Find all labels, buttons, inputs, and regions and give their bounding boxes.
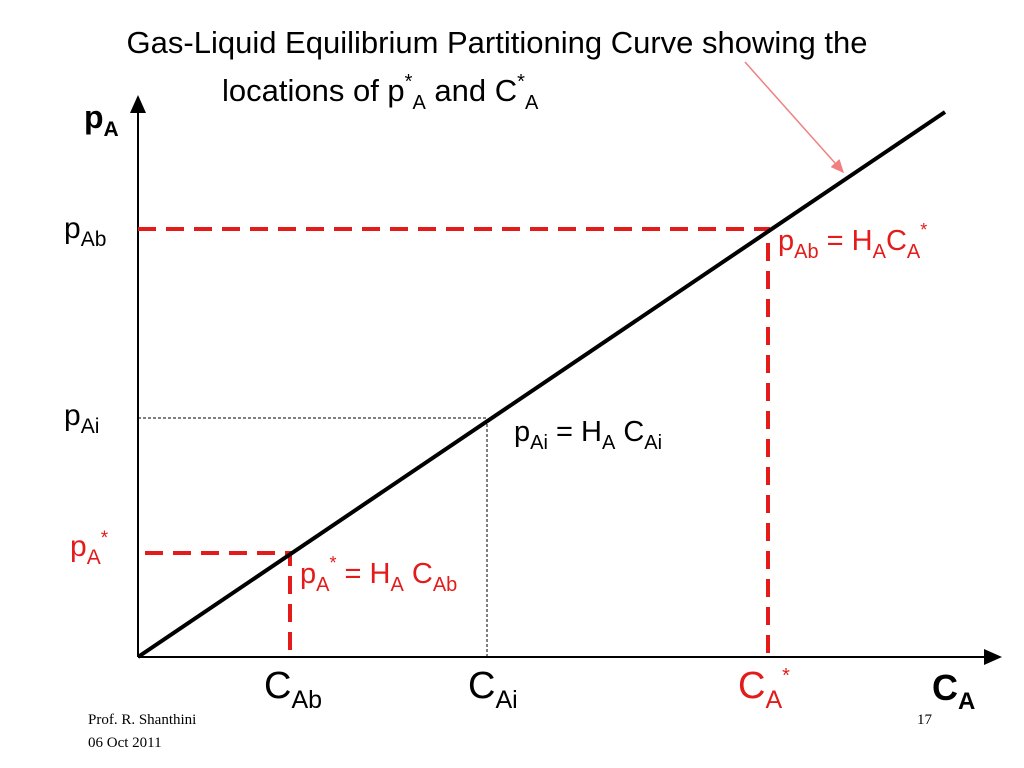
label-base: p <box>64 212 81 245</box>
eq-text: = H <box>819 225 873 257</box>
label-sub: A <box>104 118 119 141</box>
title-sub: A <box>412 92 426 114</box>
footer-author: Prof. R. Shanthini <box>88 712 196 728</box>
interface-guide <box>138 417 488 657</box>
eq-text: = H <box>337 558 391 590</box>
label-base: C <box>468 665 495 707</box>
label-sub: A <box>87 546 101 569</box>
title-sub: A <box>525 92 539 114</box>
label-base: C <box>264 665 291 707</box>
equation: pAb = HACA* <box>778 220 927 263</box>
y-label: pAi <box>64 399 99 438</box>
equation: pA* = HA CAb <box>300 553 457 596</box>
page-number: 17 <box>917 712 933 728</box>
label-sub: A <box>958 688 975 715</box>
title-text: and C <box>426 73 517 108</box>
label-sub: Ab <box>291 686 322 714</box>
y-label: pA* <box>70 528 109 569</box>
label-base: C <box>932 667 958 708</box>
title-sup: * <box>517 71 525 93</box>
eq-text: p <box>514 416 530 448</box>
title-sup: * <box>405 71 413 93</box>
eq-text: C <box>886 225 907 257</box>
eq-sup: * <box>920 220 927 240</box>
label-sub: Ai <box>81 415 100 438</box>
x-label: CAi <box>468 665 518 714</box>
x-label: CA* <box>738 665 790 714</box>
title-line1: Gas-Liquid Equilibrium Partitioning Curv… <box>127 25 868 60</box>
title-text: locations of p <box>222 73 405 108</box>
y-axis-label: pA <box>84 99 119 141</box>
equilibrium-line <box>136 110 947 659</box>
label-sub: Ai <box>495 686 517 714</box>
eq-text: p <box>778 225 794 257</box>
pointer-arrow <box>744 61 844 174</box>
eq-sub: A <box>907 241 921 263</box>
label-sub: Ab <box>81 228 107 251</box>
label-sup: * <box>782 665 790 687</box>
x-label: CAb <box>264 665 322 714</box>
title-line2: locations of p*A and C*A <box>222 71 539 114</box>
eq-sub: A <box>391 574 405 596</box>
eq-sub: A <box>873 241 887 263</box>
eq-sub: Ab <box>794 241 818 263</box>
eq-text: C <box>404 558 433 590</box>
eq-sub: Ai <box>530 432 548 454</box>
bulk-guide <box>138 227 770 657</box>
eq-text: C <box>615 416 644 448</box>
footer-date: 06 Oct 2011 <box>88 735 162 751</box>
eq-sub: A <box>602 432 616 454</box>
y-label: pAb <box>64 212 106 251</box>
eq-sub: A <box>316 574 330 596</box>
label-base: p <box>64 399 81 432</box>
eq-text: = H <box>548 416 602 448</box>
label-sup: * <box>101 528 109 549</box>
equation: pAi = HA CAi <box>514 416 662 454</box>
x-axis-label: CA <box>932 667 975 715</box>
label-base: p <box>84 99 104 135</box>
label-sub: A <box>765 686 782 714</box>
eq-sub: Ab <box>433 574 457 596</box>
eq-sub: Ai <box>644 432 662 454</box>
eq-sup: * <box>329 553 336 573</box>
label-base: C <box>738 665 765 707</box>
eq-text: p <box>300 558 316 590</box>
label-base: p <box>70 530 87 563</box>
